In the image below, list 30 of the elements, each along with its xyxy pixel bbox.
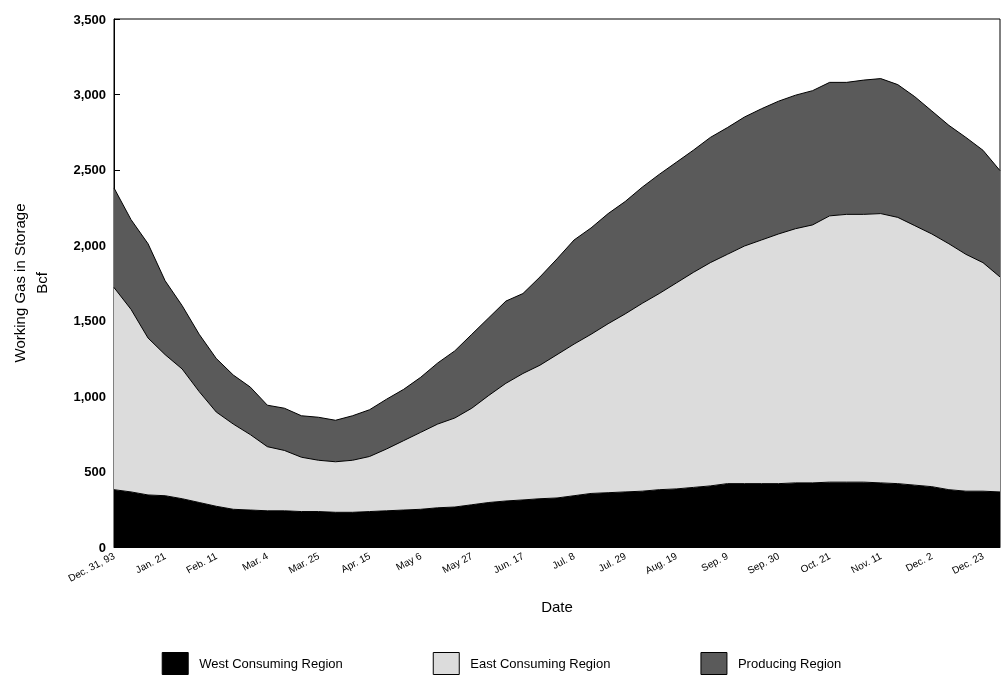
x-tick-label: Jul. 29 <box>596 549 629 574</box>
x-tick-label: Sep. 30 <box>745 549 782 576</box>
y-tick-label: 3,000 <box>73 86 106 102</box>
legend-label: Producing Region <box>737 656 842 671</box>
y-tick-label: 1,000 <box>73 388 106 404</box>
legend-label: West Consuming Region <box>199 656 343 671</box>
x-tick-label: Nov. 11 <box>849 549 884 576</box>
x-tick-label: Oct. 21 <box>798 549 833 575</box>
x-tick-label: Aug. 19 <box>643 549 680 576</box>
y-tick-label: 3,500 <box>73 11 106 27</box>
x-tick-label: Jul. 8 <box>550 549 577 572</box>
y-tick-label: 1,500 <box>73 313 106 329</box>
y-tick-label: 2,500 <box>73 162 106 178</box>
x-tick-label: Dec. 23 <box>949 549 986 576</box>
y-axis-title: Working Gas in Storage Bcf <box>10 203 50 363</box>
x-tick-label: Mar. 4 <box>240 549 271 573</box>
x-tick-label: Apr. 15 <box>339 549 373 575</box>
x-tick-label: Feb. 11 <box>184 549 220 576</box>
y-tick-label: 0 <box>98 539 106 555</box>
legend-label: East Consuming Region <box>470 656 611 671</box>
x-axis-title: Date <box>541 598 573 615</box>
x-tick-label: Mar. 25 <box>286 549 322 576</box>
y-tick-label: 500 <box>84 464 106 480</box>
x-tick-label: Jun. 17 <box>491 549 526 576</box>
x-tick-label: May 6 <box>394 549 424 573</box>
x-tick-label: Jan. 21 <box>133 549 169 576</box>
x-tick-label: May 27 <box>440 549 475 576</box>
x-tick-label: Dec. 2 <box>903 549 935 574</box>
y-tick-label: 2,000 <box>73 237 106 253</box>
x-tick-label: Sep. 9 <box>699 549 731 574</box>
